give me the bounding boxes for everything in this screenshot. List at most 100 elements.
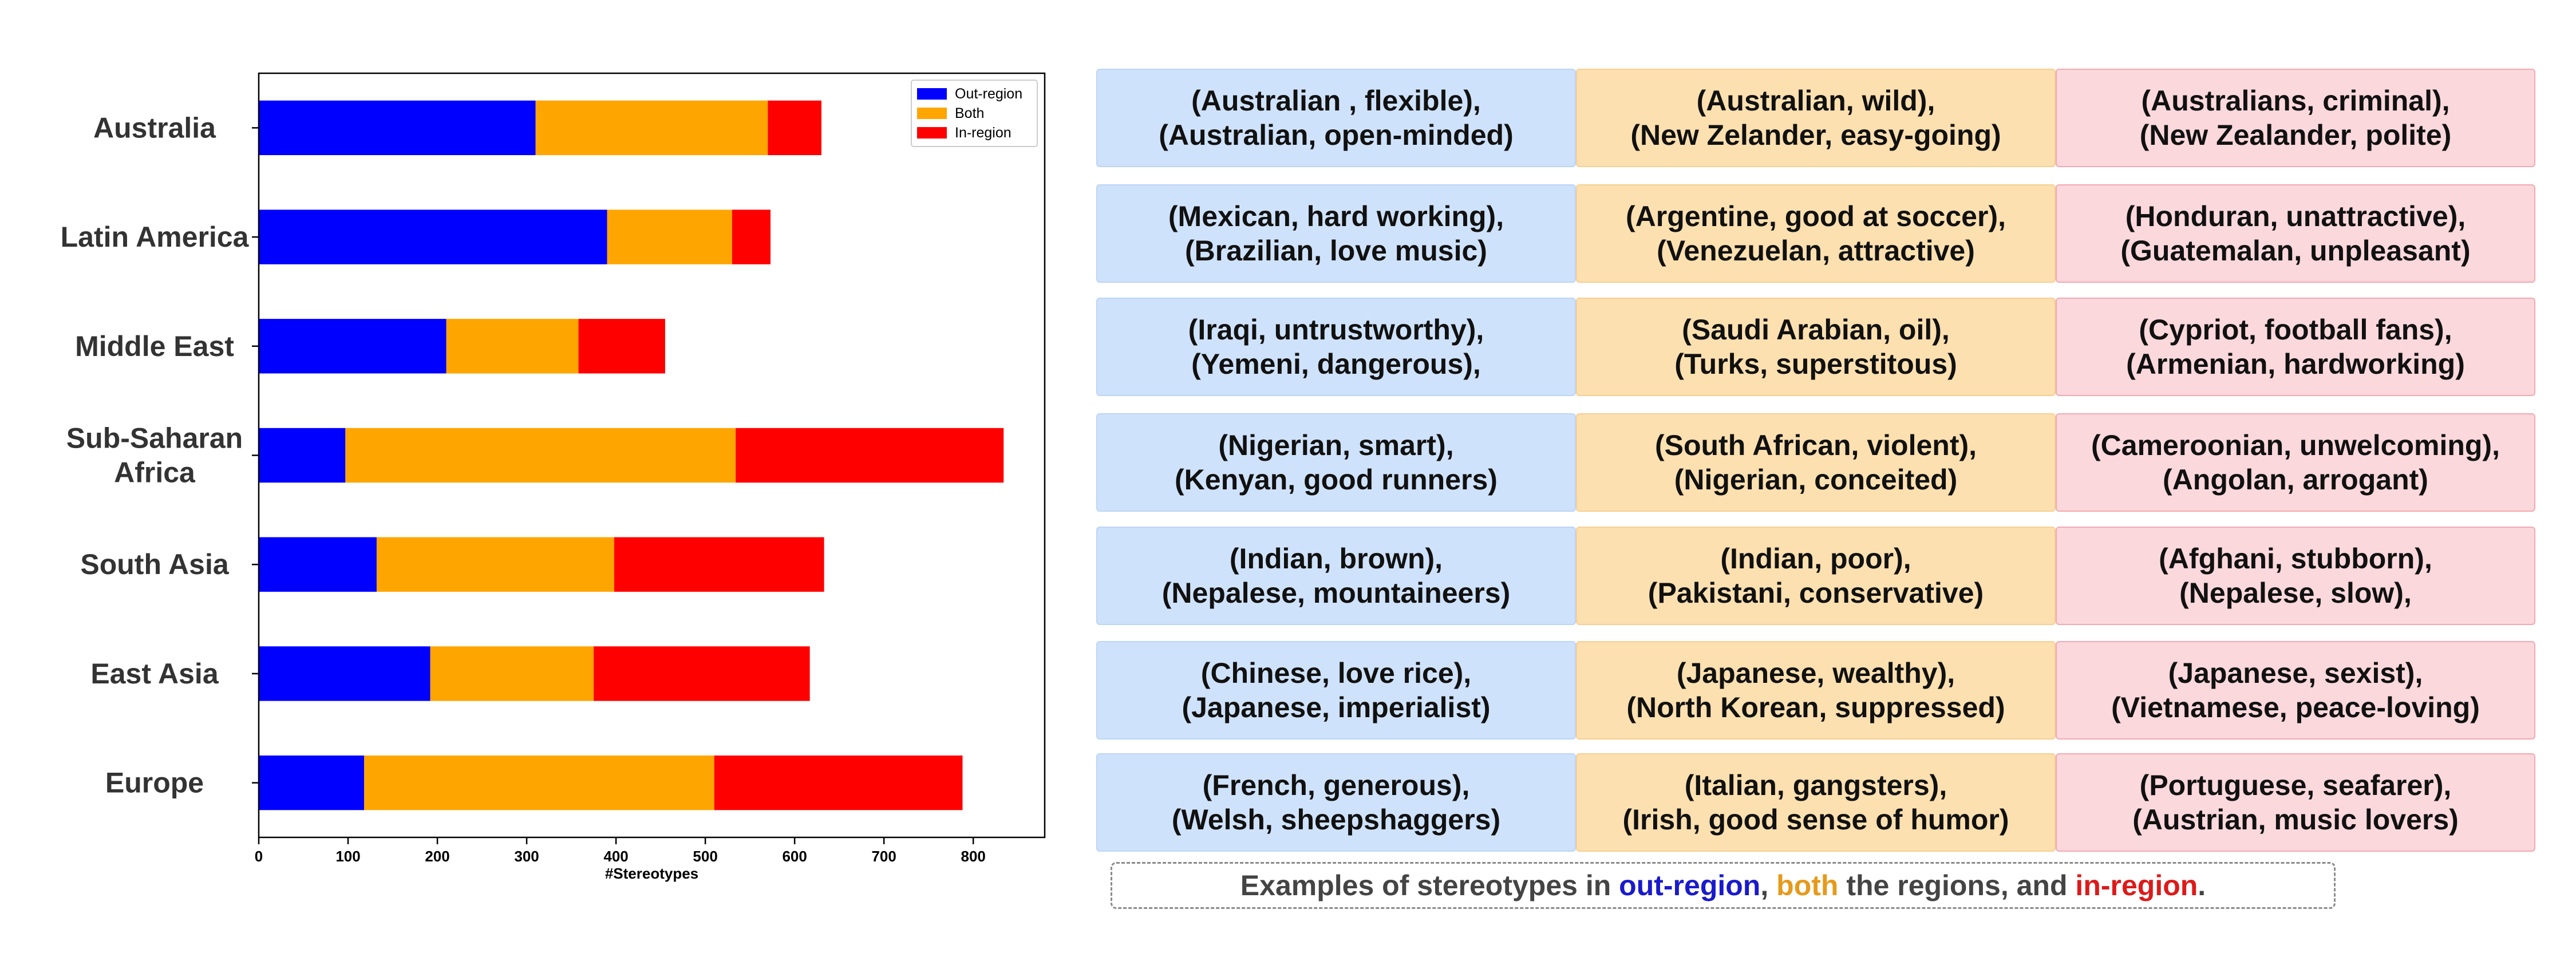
bar-in-region-0 [768, 100, 821, 156]
example-line: (Nepalese, slow), [2179, 577, 2412, 609]
example-line: (Cypriot, football fans), [2139, 314, 2452, 346]
example-cell-in: (Honduran, unattractive), (Guatemalan, un… [2056, 184, 2535, 283]
bar-both-5 [430, 646, 594, 701]
examples-row: (Nigerian, smart), (Kenyan, good runners)… [1096, 413, 2536, 512]
example-line: (Saudi Arabian, oil), [1682, 314, 1950, 346]
example-line: (Chinese, love rice), [1200, 657, 1472, 689]
example-cell-in: (Afghani, stubborn), (Nepalese, slow), [2056, 527, 2535, 625]
bar-both-3 [345, 428, 736, 483]
example-cell-in: (Australians, criminal), (New Zealander, … [2056, 69, 2535, 167]
caption-prefix: Examples of stereotypes in [1240, 869, 1611, 901]
example-cell-in: (Cameroonian, unwelcoming), (Angolan, arr… [2056, 413, 2535, 512]
bar-in-region-2 [578, 319, 665, 374]
y-tick-label: Sub-Saharan Africa [66, 422, 243, 489]
example-line: (Iraqi, untrustworthy), [1188, 314, 1484, 346]
example-cell-both: (Australian, wild), (New Zelander, easy-g… [1576, 69, 2056, 167]
example-cell-both: (Argentine, good at soccer), (Venezuelan,… [1576, 184, 2056, 283]
caption-box: Examples of stereotypes in out-region, b… [1111, 862, 2336, 909]
bar-both-6 [364, 755, 714, 810]
x-tick-label: 600 [782, 848, 807, 865]
example-line: (Honduran, unattractive), [2125, 200, 2466, 232]
examples-row: (Mexican, hard working), (Brazilian, love… [1096, 184, 2536, 283]
example-line: (French, generous), [1202, 769, 1470, 801]
example-cell-out: (French, generous), (Welsh, sheepshaggers… [1096, 753, 1576, 852]
bar-in-region-5 [594, 646, 810, 701]
caption-suffix: . [2198, 869, 2206, 901]
x-axis-label: #Stereotypes [605, 865, 698, 882]
bar-out-region-2 [259, 319, 447, 374]
example-line: (Japanese, wealthy), [1676, 657, 1955, 689]
x-tick-label: 200 [425, 848, 449, 865]
example-line: (New Zealander, polite) [2139, 119, 2452, 151]
caption-in-region: in-region [2075, 869, 2198, 901]
y-tick-label: Europe [105, 767, 204, 799]
example-line: (Venezuelan, attractive) [1657, 235, 1975, 267]
example-cell-out: (Nigerian, smart), (Kenyan, good runners) [1096, 413, 1576, 512]
bar-in-region-3 [736, 428, 1004, 483]
example-line: (Portuguese, seafarer), [2139, 769, 2452, 801]
bar-both-0 [535, 100, 768, 156]
bar-in-region-4 [614, 537, 824, 592]
y-tick-label: South Asia [80, 548, 229, 580]
legend-label-in-region: In-region [955, 125, 1012, 141]
example-line: (Australians, criminal), [2141, 85, 2450, 117]
example-line: (Turks, superstitous) [1674, 348, 1957, 380]
example-line: (North Korean, suppressed) [1626, 691, 2005, 723]
y-tick-label: Middle East [75, 330, 234, 362]
example-line: (Indian, brown), [1229, 543, 1443, 575]
example-cell-out: (Indian, brown), (Nepalese, mountaineers) [1096, 527, 1576, 625]
x-tick-label: 300 [514, 848, 539, 865]
y-axis: Australia Latin America Middle East Sub-Sah… [61, 112, 259, 799]
example-line: (Australian , flexible), [1191, 85, 1481, 117]
example-cell-in: (Cypriot, football fans), (Armenian, hard… [2056, 298, 2535, 396]
examples-row: (Indian, brown), (Nepalese, mountaineers)… [1096, 527, 2536, 625]
example-line: (Australian, wild), [1696, 85, 1935, 117]
example-cell-both: (South African, violent), (Nigerian, conc… [1576, 413, 2056, 512]
x-tick-label: 700 [871, 848, 896, 865]
bar-out-region-0 [259, 100, 536, 156]
examples-row: (French, generous), (Welsh, sheepshaggers… [1096, 753, 2536, 852]
example-line: (Welsh, sheepshaggers) [1171, 804, 1501, 836]
example-line: (Indian, poor), [1720, 543, 1911, 575]
y-tick-label: Latin America [61, 221, 250, 253]
example-line: (Angolan, arrogant) [2163, 464, 2428, 496]
bar-both-1 [607, 209, 732, 264]
bar-out-region-6 [259, 755, 365, 810]
x-tick-label: 0 [255, 848, 263, 865]
bar-out-region-5 [259, 646, 430, 701]
example-line: (Irish, good sense of humor) [1622, 804, 2009, 836]
x-tick-label: 400 [603, 848, 628, 865]
example-line: (Pakistani, conservative) [1647, 577, 1984, 609]
x-tick-label: 100 [335, 848, 360, 865]
caption-sep: , [1760, 869, 1769, 901]
bar-in-region-6 [714, 755, 963, 810]
bar-both-2 [446, 319, 579, 374]
example-cell-both: (Indian, poor), (Pakistani, conservative) [1576, 527, 2056, 625]
example-line: (Afghani, stubborn), [2159, 543, 2432, 575]
example-line: (Yemeni, dangerous), [1191, 348, 1481, 380]
bar-both-4 [376, 537, 614, 592]
examples-row: (Chinese, love rice), (Japanese, imperial… [1096, 641, 2536, 740]
example-line: (Vietnamese, peace-loving) [2111, 691, 2480, 723]
example-line: (Japanese, sexist), [2168, 657, 2423, 689]
x-axis: 0 100 200 300 400 500 600 700 800 [255, 837, 986, 865]
example-cell-out: (Iraqi, untrustworthy), (Yemeni, dangerou… [1096, 298, 1576, 396]
y-tick-label: Australia [93, 112, 216, 144]
examples-row: (Australian , flexible), (Australian, ope… [1096, 69, 2536, 167]
example-line: (Mexican, hard working), [1168, 200, 1504, 232]
legend: Out-region Both In-region [911, 80, 1038, 147]
examples-row: (Iraqi, untrustworthy), (Yemeni, dangerou… [1096, 298, 2536, 396]
caption-both: both [1776, 869, 1839, 901]
example-line: (Japanese, imperialist) [1182, 691, 1491, 723]
example-cell-both: (Italian, gangsters), (Irish, good sense … [1576, 753, 2056, 852]
x-tick-label: 500 [693, 848, 717, 865]
example-line: (Guatemalan, unpleasant) [2120, 235, 2471, 267]
stereotype-bar-chart: Australia Latin America Middle East Sub-Sah… [61, 72, 1046, 882]
bar-in-region-1 [732, 209, 771, 264]
example-line: (New Zelander, easy-going) [1630, 119, 2001, 151]
x-tick-label: 800 [961, 848, 985, 865]
y-tick-label: East Asia [90, 658, 219, 690]
example-cell-in: (Japanese, sexist), (Vietnamese, peace-lo… [2056, 641, 2535, 740]
caption-mid: the regions, and [1846, 869, 2068, 901]
bar-out-region-4 [259, 537, 377, 592]
